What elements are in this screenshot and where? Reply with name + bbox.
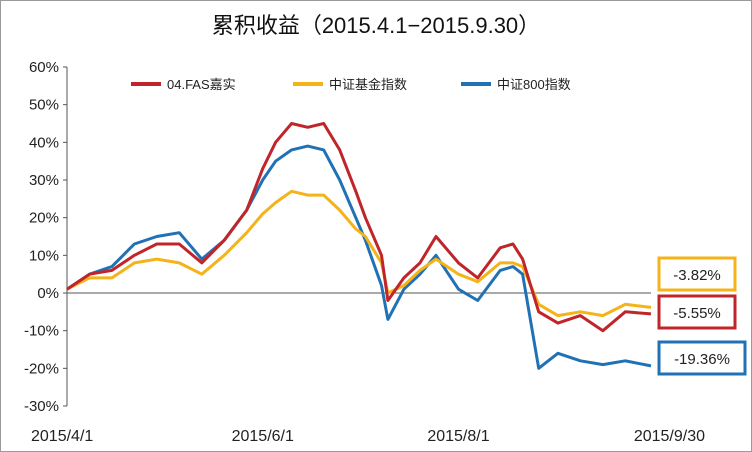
x-tick-label: 2015/4/1 <box>31 428 93 445</box>
end-value-labels: -3.82% -5.55% -19.36% <box>657 256 747 376</box>
x-tick-label: 2015/9/30 <box>634 428 705 445</box>
legend-label: 中证基金指数 <box>329 77 407 92</box>
y-tick-labels: 60% 50% 40% 30% 20% 10% 0% -10% -20% -30% <box>24 59 59 415</box>
axes <box>63 66 651 407</box>
y-tick-label: 10% <box>29 247 59 264</box>
y-tick-label: 40% <box>29 134 59 151</box>
x-tick-label: 2015/6/1 <box>232 428 294 445</box>
end-label-text: -19.36% <box>674 351 730 368</box>
x-tick-labels: 2015/4/1 2015/6/1 2015/8/1 2015/9/30 <box>31 428 705 445</box>
y-tick-label: 20% <box>29 210 59 227</box>
end-label-text: -3.82% <box>673 267 721 284</box>
y-tick-label: -20% <box>24 360 59 377</box>
legend-label: 04.FAS嘉实 <box>167 77 236 92</box>
end-label-box <box>657 256 737 292</box>
y-tick-label: -10% <box>24 323 59 340</box>
series-line-2 <box>66 144 652 370</box>
chart-title: 累积收益（2015.4.1−2015.9.30） <box>212 13 540 38</box>
y-tick-label: -30% <box>24 398 59 415</box>
end-label-text: -5.55% <box>673 305 721 322</box>
y-tick-label: 30% <box>29 172 59 189</box>
y-tick-label: 0% <box>37 285 59 302</box>
end-label-box <box>657 294 737 330</box>
y-tick-label: 60% <box>29 59 59 76</box>
x-tick-label: 2015/8/1 <box>427 428 489 445</box>
series-line-0 <box>66 122 652 333</box>
legend-label: 中证800指数 <box>497 77 571 92</box>
y-tick-label: 50% <box>29 97 59 114</box>
series-line-1 <box>66 189 652 318</box>
end-label-box <box>657 340 747 376</box>
series-lines <box>66 122 652 370</box>
legend: 04.FAS嘉实 中证基金指数 中证800指数 <box>131 77 571 92</box>
